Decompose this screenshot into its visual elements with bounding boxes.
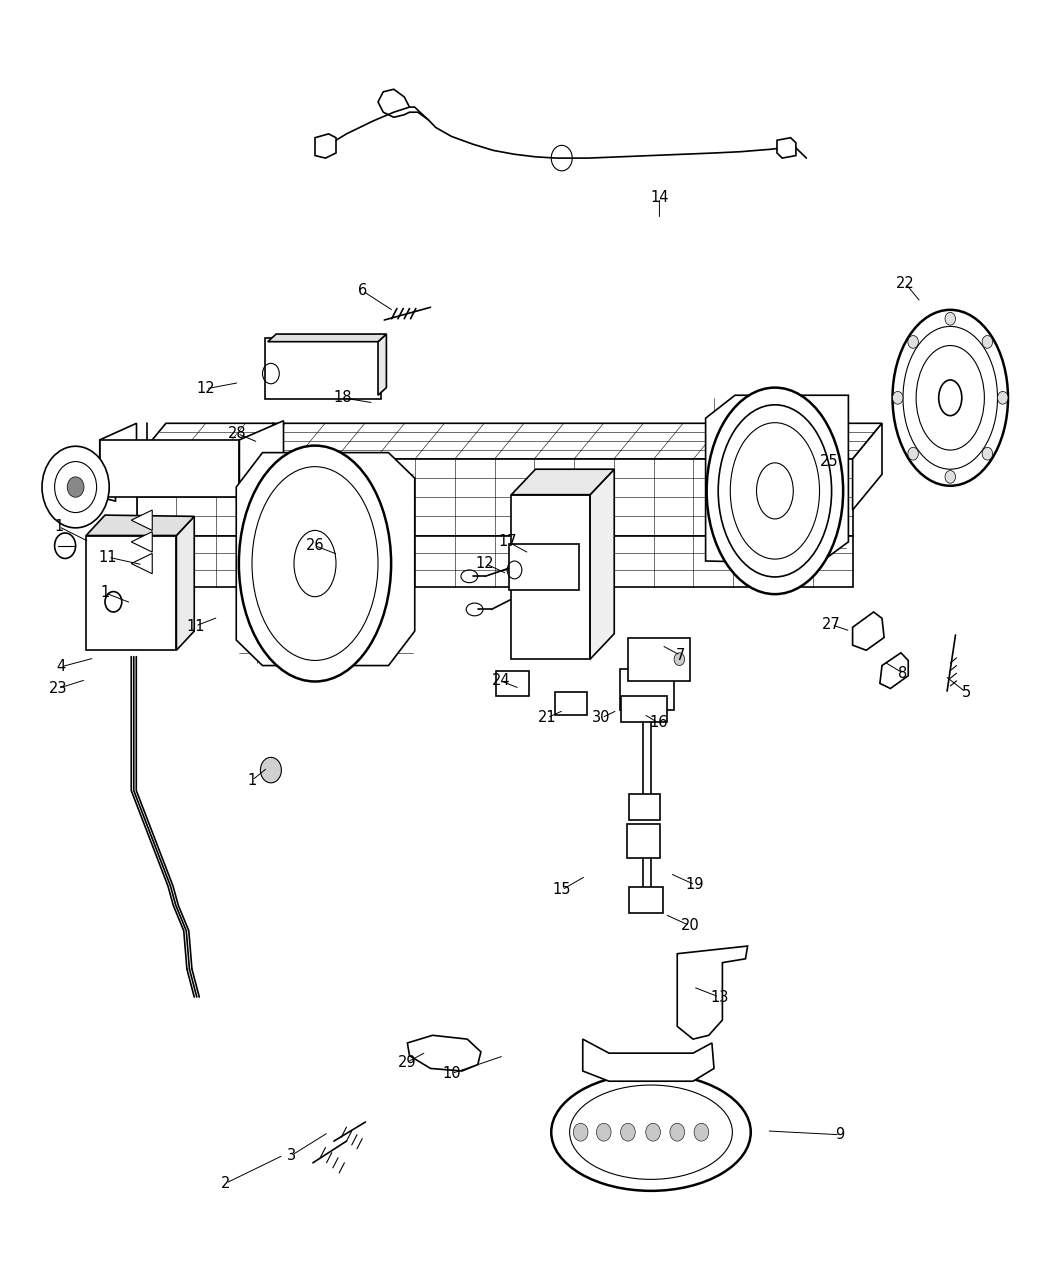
FancyBboxPatch shape xyxy=(621,696,667,722)
Text: 26: 26 xyxy=(306,538,324,553)
Text: 5: 5 xyxy=(962,685,970,700)
Polygon shape xyxy=(86,536,176,650)
FancyBboxPatch shape xyxy=(629,794,660,820)
Text: 15: 15 xyxy=(552,882,571,898)
Polygon shape xyxy=(511,495,590,659)
Circle shape xyxy=(67,477,84,497)
Ellipse shape xyxy=(239,446,391,681)
Polygon shape xyxy=(706,395,848,564)
Polygon shape xyxy=(315,134,336,158)
Circle shape xyxy=(260,757,281,783)
Polygon shape xyxy=(86,515,194,536)
FancyBboxPatch shape xyxy=(628,638,690,681)
Polygon shape xyxy=(590,469,614,659)
Text: 18: 18 xyxy=(333,390,352,405)
Circle shape xyxy=(694,1123,709,1141)
Polygon shape xyxy=(136,459,853,536)
Polygon shape xyxy=(236,453,415,666)
Text: 20: 20 xyxy=(680,918,699,933)
Polygon shape xyxy=(136,536,853,586)
Text: 1: 1 xyxy=(101,585,109,601)
Circle shape xyxy=(998,391,1008,404)
Polygon shape xyxy=(100,423,136,501)
Ellipse shape xyxy=(551,1074,751,1191)
Polygon shape xyxy=(136,423,882,459)
Polygon shape xyxy=(777,138,796,158)
Ellipse shape xyxy=(892,310,1008,486)
Text: 10: 10 xyxy=(442,1066,461,1081)
Text: 7: 7 xyxy=(676,648,685,663)
Text: 21: 21 xyxy=(538,710,556,725)
Text: 1: 1 xyxy=(55,519,63,534)
Polygon shape xyxy=(239,421,284,497)
Text: 13: 13 xyxy=(710,989,729,1005)
Circle shape xyxy=(596,1123,611,1141)
FancyBboxPatch shape xyxy=(496,671,529,696)
Polygon shape xyxy=(131,532,152,552)
Polygon shape xyxy=(407,1035,481,1071)
Text: 9: 9 xyxy=(836,1127,844,1142)
Circle shape xyxy=(646,1123,660,1141)
FancyBboxPatch shape xyxy=(509,544,579,590)
Polygon shape xyxy=(100,440,239,497)
Text: 27: 27 xyxy=(822,617,841,632)
Ellipse shape xyxy=(707,388,843,594)
FancyBboxPatch shape xyxy=(627,824,660,858)
Text: 12: 12 xyxy=(196,381,215,397)
Circle shape xyxy=(982,448,992,460)
Circle shape xyxy=(982,335,992,348)
Text: 25: 25 xyxy=(820,454,839,469)
FancyBboxPatch shape xyxy=(620,669,674,710)
Polygon shape xyxy=(378,334,386,395)
Polygon shape xyxy=(853,423,882,510)
Text: 29: 29 xyxy=(398,1054,417,1070)
FancyBboxPatch shape xyxy=(555,692,587,715)
Text: 4: 4 xyxy=(57,659,65,674)
Circle shape xyxy=(945,312,956,325)
Text: 17: 17 xyxy=(499,534,518,550)
Polygon shape xyxy=(583,1039,714,1081)
Polygon shape xyxy=(677,946,748,1039)
Polygon shape xyxy=(176,516,194,650)
Circle shape xyxy=(892,391,903,404)
Circle shape xyxy=(621,1123,635,1141)
Polygon shape xyxy=(131,510,152,530)
Text: 8: 8 xyxy=(899,666,907,681)
Text: 11: 11 xyxy=(99,550,118,565)
Text: 19: 19 xyxy=(686,877,705,892)
Text: 11: 11 xyxy=(186,618,205,634)
Circle shape xyxy=(908,335,919,348)
FancyBboxPatch shape xyxy=(629,887,663,913)
Text: 24: 24 xyxy=(491,673,510,689)
Polygon shape xyxy=(853,612,884,650)
FancyBboxPatch shape xyxy=(265,338,381,399)
Circle shape xyxy=(42,446,109,528)
Text: 1: 1 xyxy=(248,773,256,788)
Polygon shape xyxy=(511,469,614,495)
Circle shape xyxy=(674,653,685,666)
Text: 2: 2 xyxy=(222,1176,230,1191)
Text: 12: 12 xyxy=(476,556,495,571)
Text: 6: 6 xyxy=(358,283,366,298)
Text: 23: 23 xyxy=(48,681,67,696)
Polygon shape xyxy=(131,553,152,574)
Text: 22: 22 xyxy=(896,275,915,291)
Text: 30: 30 xyxy=(592,710,611,725)
Text: 3: 3 xyxy=(288,1148,296,1163)
Polygon shape xyxy=(914,319,987,477)
Circle shape xyxy=(945,470,956,483)
Text: 14: 14 xyxy=(650,190,669,205)
Circle shape xyxy=(670,1123,685,1141)
Text: 16: 16 xyxy=(649,715,668,731)
Circle shape xyxy=(908,448,919,460)
Polygon shape xyxy=(268,334,386,342)
Polygon shape xyxy=(880,653,908,689)
Text: 28: 28 xyxy=(228,426,247,441)
Circle shape xyxy=(573,1123,588,1141)
